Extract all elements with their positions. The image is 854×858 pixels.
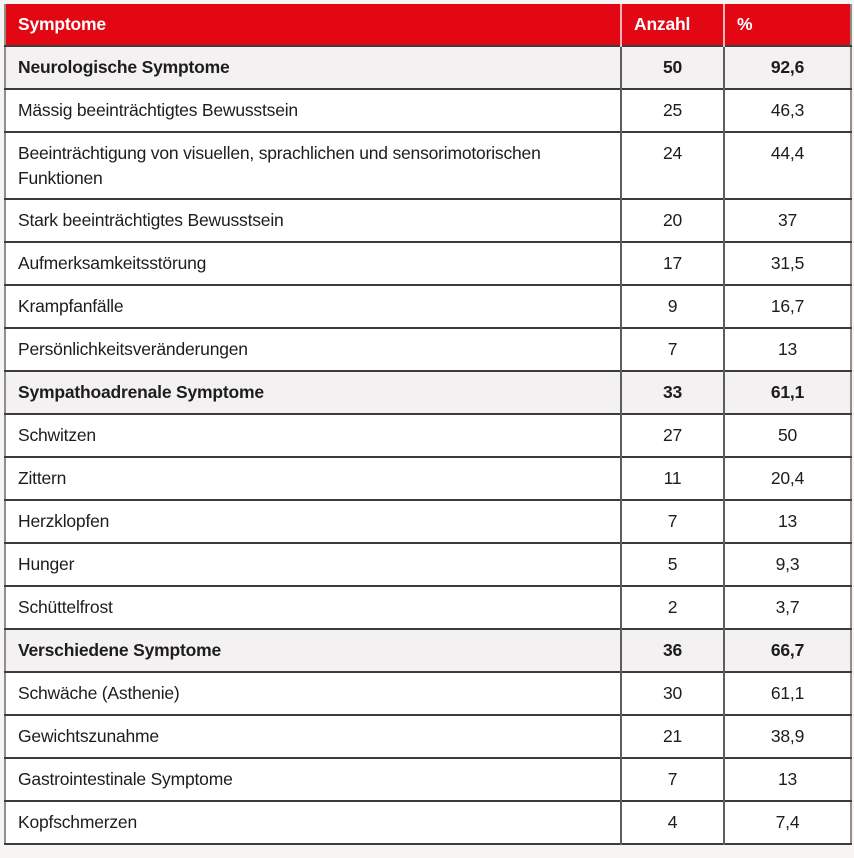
percent-value-cell: 61,1 xyxy=(723,370,851,414)
symptom-label-cell: Herzklopfen xyxy=(5,499,621,543)
anzahl-value-cell: 17 xyxy=(620,241,724,285)
table-row: Hunger 5 9,3 xyxy=(5,542,851,586)
table-row: Herzklopfen 7 13 xyxy=(5,499,851,543)
anzahl-value-cell: 36 xyxy=(620,628,724,672)
anzahl-value-cell: 21 xyxy=(620,714,724,758)
table-row: Schüttelfrost 2 3,7 xyxy=(5,585,851,629)
symptom-label-cell: Schüttelfrost xyxy=(5,585,621,629)
percent-value-cell: 13 xyxy=(723,499,851,543)
table-row: Aufmerksamkeitsstörung 17 31,5 xyxy=(5,241,851,285)
anzahl-value-cell: 5 xyxy=(620,542,724,586)
percent-value-cell: 9,3 xyxy=(723,542,851,586)
column-header-percent: % xyxy=(723,4,851,46)
section-row: Verschiedene Symptome 36 66,7 xyxy=(5,628,851,672)
table-row: Persönlichkeitsveränderungen 7 13 xyxy=(5,327,851,371)
percent-value-cell: 50 xyxy=(723,413,851,457)
symptom-label-cell: Krampfanfälle xyxy=(5,284,621,328)
symptom-label-cell: Gewichtszunahme xyxy=(5,714,621,758)
symptom-label-cell: Schwäche (Asthenie) xyxy=(5,671,621,715)
table-row: Stark beeinträchtigtes Bewusstsein 20 37 xyxy=(5,198,851,242)
table-row: Gewichtszunahme 21 38,9 xyxy=(5,714,851,758)
table-row: Gastrointestinale Symptome 7 13 xyxy=(5,757,851,801)
percent-value-cell: 66,7 xyxy=(723,628,851,672)
anzahl-value-cell: 25 xyxy=(620,88,724,132)
anzahl-value-cell: 20 xyxy=(620,198,724,242)
percent-value-cell: 13 xyxy=(723,327,851,371)
anzahl-value-cell: 33 xyxy=(620,370,724,414)
table-row: Zittern 11 20,4 xyxy=(5,456,851,500)
symptom-label-cell: Stark beeinträchtigtes Bewusstsein xyxy=(5,198,621,242)
symptom-label-cell: Beeinträchtigung von visuellen, sprachli… xyxy=(5,131,621,199)
percent-value-cell: 46,3 xyxy=(723,88,851,132)
percent-value-cell: 37 xyxy=(723,198,851,242)
percent-value-cell: 3,7 xyxy=(723,585,851,629)
table-row: Schwitzen 27 50 xyxy=(5,413,851,457)
symptom-label-cell: Persönlichkeitsveränderungen xyxy=(5,327,621,371)
table-row: Mässig beeinträchtigtes Bewusstsein 25 4… xyxy=(5,88,851,132)
table-body: Neurologische Symptome 50 92,6 Mässig be… xyxy=(5,45,851,844)
symptom-label-cell: Kopfschmerzen xyxy=(5,800,621,844)
percent-value-cell: 44,4 xyxy=(723,131,851,199)
symptom-label-cell: Schwitzen xyxy=(5,413,621,457)
table-row: Beeinträchtigung von visuellen, sprachli… xyxy=(5,131,851,199)
column-header-symptome: Symptome xyxy=(5,4,621,46)
anzahl-value-cell: 11 xyxy=(620,456,724,500)
anzahl-value-cell: 27 xyxy=(620,413,724,457)
table-row: Kopfschmerzen 4 7,4 xyxy=(5,800,851,844)
symptom-label-cell: Gastrointestinale Symptome xyxy=(5,757,621,801)
anzahl-value-cell: 9 xyxy=(620,284,724,328)
symptom-label-cell: Hunger xyxy=(5,542,621,586)
anzahl-value-cell: 7 xyxy=(620,499,724,543)
percent-value-cell: 61,1 xyxy=(723,671,851,715)
table-row: Krampfanfälle 9 16,7 xyxy=(5,284,851,328)
section-row: Sympathoadrenale Symptome 33 61,1 xyxy=(5,370,851,414)
column-header-anzahl: Anzahl xyxy=(620,4,724,46)
table-row: Schwäche (Asthenie) 30 61,1 xyxy=(5,671,851,715)
symptom-label-cell: Verschiedene Symptome xyxy=(5,628,621,672)
percent-value-cell: 16,7 xyxy=(723,284,851,328)
percent-value-cell: 20,4 xyxy=(723,456,851,500)
anzahl-value-cell: 50 xyxy=(620,45,724,89)
anzahl-value-cell: 24 xyxy=(620,131,724,199)
percent-value-cell: 7,4 xyxy=(723,800,851,844)
symptoms-table: Symptome Anzahl % Neurologische Symptome… xyxy=(4,4,852,845)
table-header: Symptome Anzahl % xyxy=(5,4,851,46)
symptom-label-cell: Aufmerksamkeitsstörung xyxy=(5,241,621,285)
anzahl-value-cell: 4 xyxy=(620,800,724,844)
symptom-label-cell: Neurologische Symptome xyxy=(5,45,621,89)
symptom-label-cell: Sympathoadrenale Symptome xyxy=(5,370,621,414)
symptom-label-cell: Zittern xyxy=(5,456,621,500)
symptom-label-cell: Mässig beeinträchtigtes Bewusstsein xyxy=(5,88,621,132)
section-row: Neurologische Symptome 50 92,6 xyxy=(5,45,851,89)
anzahl-value-cell: 7 xyxy=(620,327,724,371)
anzahl-value-cell: 7 xyxy=(620,757,724,801)
header-row: Symptome Anzahl % xyxy=(5,4,851,46)
anzahl-value-cell: 2 xyxy=(620,585,724,629)
percent-value-cell: 31,5 xyxy=(723,241,851,285)
percent-value-cell: 92,6 xyxy=(723,45,851,89)
percent-value-cell: 13 xyxy=(723,757,851,801)
percent-value-cell: 38,9 xyxy=(723,714,851,758)
anzahl-value-cell: 30 xyxy=(620,671,724,715)
